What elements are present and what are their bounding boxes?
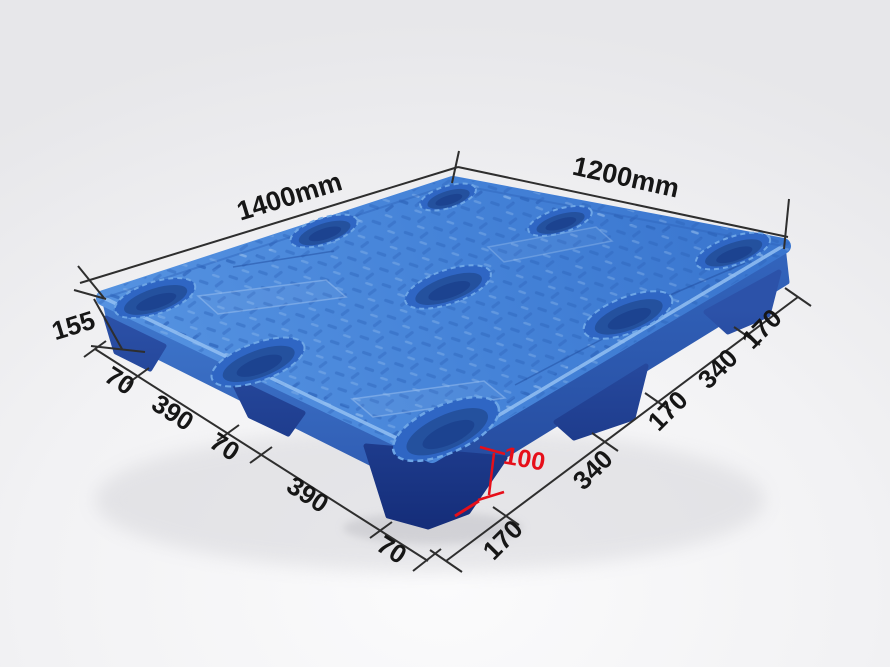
dim-tick	[83, 340, 107, 358]
cup-floor	[422, 419, 475, 450]
dim-tick	[429, 549, 463, 573]
dim-line-height	[93, 298, 123, 350]
deck-pad-outline	[350, 380, 507, 418]
dim-line-right-chain	[445, 296, 799, 562]
pallet-cup-far-corner	[419, 182, 477, 212]
dim-tick-red	[477, 490, 505, 502]
pallet-cup-back-left	[289, 213, 359, 249]
pallet-foot-right-mid	[553, 363, 649, 441]
dim-tick	[412, 548, 442, 572]
cup-floor	[236, 354, 283, 377]
deck-back-edge	[103, 183, 784, 299]
dim-tick	[249, 446, 273, 464]
pallet-cup-center	[404, 264, 492, 310]
cup-floor	[136, 292, 177, 311]
dimension-lines	[73, 150, 812, 573]
cup-floor	[545, 217, 577, 231]
pallet-cup-right-corner	[694, 231, 772, 271]
pallet-foot-left-mid	[229, 376, 306, 437]
deck-pad-outline	[196, 279, 348, 315]
pallet-cup-front-corner	[391, 395, 501, 463]
pallet-cup-front-left	[210, 336, 306, 388]
dim-tick	[644, 392, 672, 412]
dim-tick	[73, 289, 107, 300]
dim-tick	[90, 345, 146, 353]
dim-line-width	[457, 166, 789, 238]
pallet-foot-left-corner	[103, 315, 167, 372]
dim-tick	[492, 506, 520, 526]
dim-tick	[784, 287, 812, 307]
cup-floor	[607, 307, 652, 330]
dim-line-length	[79, 166, 459, 284]
dim-tick-red	[479, 445, 506, 456]
dim-tick	[369, 521, 393, 539]
dim-ext-line	[783, 198, 790, 250]
pallet-cup-left-corner	[113, 276, 197, 320]
dim-line-foot-height	[487, 452, 496, 496]
foot-edge-accent	[454, 499, 480, 518]
dim-tick	[591, 432, 619, 452]
dim-tick	[126, 367, 150, 385]
cup-floor	[435, 193, 463, 206]
dim-ext-line	[451, 150, 460, 184]
deck-groove	[514, 333, 613, 386]
dim-ext-line	[77, 265, 105, 299]
pallet-cup-back-right	[527, 205, 593, 237]
deck-groove	[655, 262, 746, 302]
cup-floor	[428, 281, 471, 301]
deck-groove	[232, 250, 335, 268]
pallet-foot-right-corner	[703, 269, 782, 335]
pallet-cup-front-right	[582, 290, 674, 340]
dim-tick	[216, 424, 240, 442]
cup-floor	[308, 226, 342, 242]
foot-height-callout	[454, 445, 506, 518]
dim-tick	[733, 326, 761, 346]
cup-floor	[716, 246, 753, 264]
